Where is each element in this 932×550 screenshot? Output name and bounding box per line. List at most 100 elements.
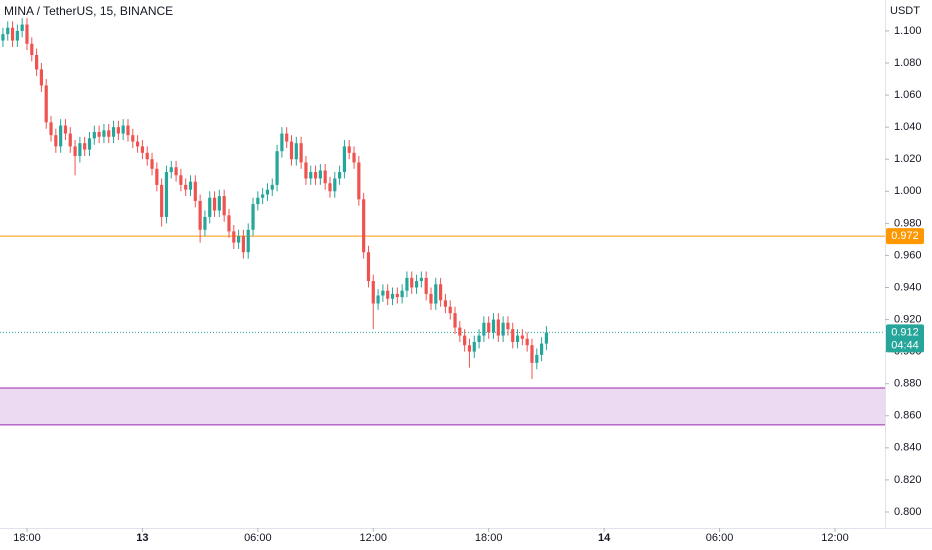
x-tick-label: 06:00 — [244, 532, 272, 544]
candle-body — [140, 146, 145, 153]
candle-body — [458, 327, 462, 336]
candle-body — [540, 343, 544, 355]
candle-body — [30, 43, 34, 55]
candle-body — [237, 236, 241, 243]
candle-body — [15, 30, 19, 41]
candle-body — [44, 85, 48, 123]
candle-body — [212, 197, 217, 211]
y-tick-label: 0.860 — [894, 410, 922, 422]
candle-body — [453, 313, 457, 328]
candle-body — [347, 146, 351, 153]
candle-body — [184, 184, 188, 190]
candle-body — [338, 172, 342, 179]
candle-body — [439, 284, 443, 301]
candle-body — [275, 151, 279, 185]
candle-body — [304, 162, 308, 179]
candle-body — [506, 322, 510, 330]
candle-body — [164, 172, 169, 217]
candle-body — [87, 138, 92, 150]
candle-body — [126, 125, 130, 136]
candle-body — [318, 170, 322, 179]
x-tick-label: 12:00 — [360, 532, 388, 544]
candle-body — [78, 143, 82, 157]
x-tick-label: 06:00 — [706, 532, 734, 544]
candle-body — [49, 122, 53, 136]
candle-body — [193, 181, 197, 201]
candle-body — [520, 335, 524, 339]
candle-body — [352, 152, 356, 163]
candle-body — [299, 143, 303, 163]
candle-body — [482, 322, 486, 336]
candle-body — [35, 54, 39, 70]
y-tick-label: 0.940 — [894, 281, 922, 293]
candle-body — [208, 197, 212, 217]
candle-body — [333, 178, 337, 192]
candle-body — [39, 69, 44, 86]
candle-body — [6, 27, 10, 35]
candle-body — [463, 335, 467, 346]
candle-body — [496, 319, 500, 336]
y-tick-label: 0.920 — [894, 313, 922, 325]
candle-body — [97, 131, 101, 137]
y-tick-label: 0.840 — [894, 442, 922, 454]
candle-body — [544, 332, 549, 344]
candle-body — [386, 290, 390, 299]
candle-body — [309, 172, 313, 179]
y-tick-label: 1.060 — [894, 89, 922, 101]
candle-body — [511, 329, 515, 343]
candle-body — [155, 168, 159, 185]
y-tick-label: 0.820 — [894, 474, 922, 486]
candle-body — [246, 229, 250, 253]
x-tick-label: 18:00 — [475, 532, 503, 544]
candle-body — [342, 146, 347, 173]
candle-body — [150, 159, 154, 169]
candle-body — [525, 338, 529, 346]
candle-body — [434, 284, 438, 304]
candle-body — [313, 172, 318, 179]
candle-body — [443, 300, 448, 307]
candle-body — [530, 345, 534, 363]
chart-title: MINA / TetherUS, 15, BINANCE — [4, 4, 173, 18]
candle-body — [217, 196, 221, 211]
x-tick-label: 12:00 — [821, 532, 849, 544]
candle-body — [487, 322, 491, 333]
candle-body — [285, 133, 289, 142]
candle-body — [188, 181, 193, 190]
y-tick-label: 0.800 — [894, 506, 922, 518]
level-price-box — [886, 228, 924, 245]
zone — [0, 388, 885, 425]
candle-body — [366, 252, 371, 282]
candle-body — [59, 125, 63, 147]
candle-body — [251, 204, 255, 230]
candle-body — [83, 143, 87, 150]
candle-body — [376, 295, 380, 304]
candle-body — [429, 293, 433, 304]
x-tick-label: 14 — [598, 532, 611, 544]
candle-body — [174, 167, 178, 176]
candle-body — [381, 290, 385, 296]
candle-body — [501, 322, 505, 336]
candle-body — [265, 189, 270, 195]
candle-body — [448, 306, 452, 314]
candle-body — [10, 27, 15, 41]
candle-body — [198, 200, 202, 230]
candle-body — [419, 277, 423, 282]
candle-body — [232, 231, 236, 243]
candle-body — [280, 133, 284, 152]
candle-body — [131, 135, 135, 142]
y-tick-label: 1.000 — [894, 185, 922, 197]
candle-body — [357, 162, 361, 200]
candle-body — [222, 196, 226, 216]
candle-body — [20, 24, 24, 31]
candle-body — [256, 197, 260, 205]
level-price-label: 0.972 — [891, 230, 919, 242]
candle-body — [160, 184, 164, 217]
candle-body — [472, 342, 476, 352]
last-price-label: 0.912 — [891, 326, 919, 338]
candle-body — [25, 24, 29, 44]
candle-body — [467, 345, 472, 352]
candle-body — [203, 216, 207, 230]
candle-body — [515, 335, 520, 343]
candle-body — [535, 354, 539, 363]
unit-label: USDT — [890, 5, 920, 17]
